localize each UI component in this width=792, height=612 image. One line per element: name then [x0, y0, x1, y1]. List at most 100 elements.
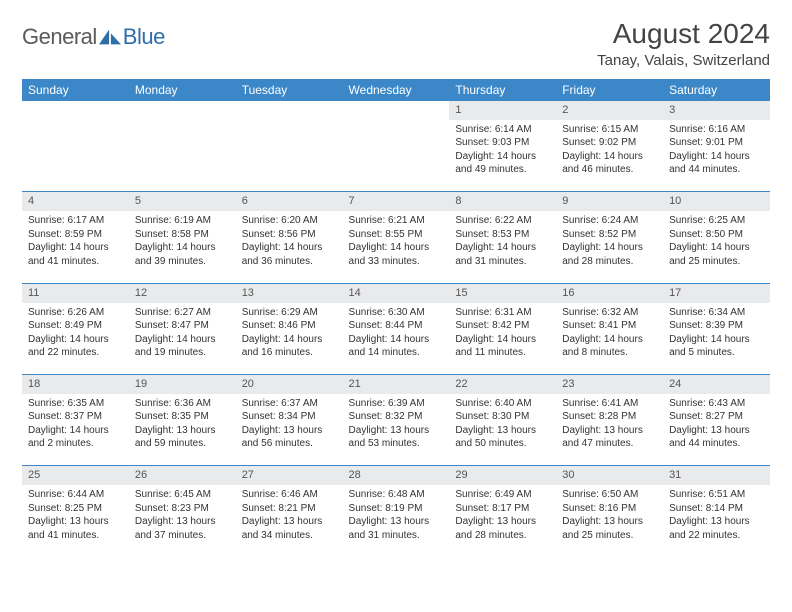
weekday-header: Thursday: [449, 79, 556, 101]
day-number: 18: [28, 378, 40, 390]
day-number-cell: [236, 101, 343, 120]
day-number-cell: 20: [236, 375, 343, 394]
day-number-row: 25262728293031: [22, 466, 770, 485]
sunset-text: Sunset: 8:34 PM: [242, 410, 337, 424]
sunset-text: Sunset: 8:28 PM: [562, 410, 657, 424]
day-number: 22: [455, 378, 467, 390]
location-label: Tanay, Valais, Switzerland: [597, 52, 770, 69]
day-number: 23: [562, 378, 574, 390]
sunrise-text: Sunrise: 6:48 AM: [349, 488, 444, 502]
sunset-text: Sunset: 8:55 PM: [349, 228, 444, 242]
day-number-cell: 21: [343, 375, 450, 394]
weekday-header: Sunday: [22, 79, 129, 101]
sunset-text: Sunset: 8:14 PM: [669, 502, 764, 516]
sunrise-text: Sunrise: 6:31 AM: [455, 306, 550, 320]
day-number-cell: 5: [129, 192, 236, 211]
sunset-text: Sunset: 8:44 PM: [349, 319, 444, 333]
day-number: 13: [242, 287, 254, 299]
sunset-text: Sunset: 8:37 PM: [28, 410, 123, 424]
sunset-text: Sunset: 8:17 PM: [455, 502, 550, 516]
day-number: 11: [28, 287, 39, 299]
sunrise-text: Sunrise: 6:44 AM: [28, 488, 123, 502]
sunrise-text: Sunrise: 6:51 AM: [669, 488, 764, 502]
sunset-text: Sunset: 8:42 PM: [455, 319, 550, 333]
sunrise-text: Sunrise: 6:45 AM: [135, 488, 230, 502]
daylight-text: Daylight: 14 hours and 39 minutes.: [135, 241, 230, 268]
day-detail-cell: Sunrise: 6:16 AMSunset: 9:01 PMDaylight:…: [663, 120, 770, 192]
day-detail-cell: Sunrise: 6:27 AMSunset: 8:47 PMDaylight:…: [129, 303, 236, 375]
day-number: 5: [135, 195, 141, 207]
day-detail-cell: Sunrise: 6:26 AMSunset: 8:49 PMDaylight:…: [22, 303, 129, 375]
day-number-cell: 15: [449, 283, 556, 302]
day-number: 4: [28, 195, 34, 207]
daylight-text: Daylight: 14 hours and 28 minutes.: [562, 241, 657, 268]
day-detail-row: Sunrise: 6:14 AMSunset: 9:03 PMDaylight:…: [22, 120, 770, 192]
sunrise-text: Sunrise: 6:36 AM: [135, 397, 230, 411]
daylight-text: Daylight: 13 hours and 44 minutes.: [669, 424, 764, 451]
daylight-text: Daylight: 14 hours and 36 minutes.: [242, 241, 337, 268]
day-number-cell: 9: [556, 192, 663, 211]
sunset-text: Sunset: 8:56 PM: [242, 228, 337, 242]
day-detail-cell: Sunrise: 6:45 AMSunset: 8:23 PMDaylight:…: [129, 485, 236, 557]
day-number-cell: [22, 101, 129, 120]
daylight-text: Daylight: 14 hours and 19 minutes.: [135, 333, 230, 360]
day-number-cell: 23: [556, 375, 663, 394]
day-number-cell: 12: [129, 283, 236, 302]
daylight-text: Daylight: 14 hours and 14 minutes.: [349, 333, 444, 360]
sunrise-text: Sunrise: 6:43 AM: [669, 397, 764, 411]
sunset-text: Sunset: 8:30 PM: [455, 410, 550, 424]
weekday-header: Wednesday: [343, 79, 450, 101]
sunrise-text: Sunrise: 6:14 AM: [455, 123, 550, 137]
day-detail-cell: [343, 120, 450, 192]
weekday-header-row: Sunday Monday Tuesday Wednesday Thursday…: [22, 79, 770, 101]
day-detail-cell: Sunrise: 6:44 AMSunset: 8:25 PMDaylight:…: [22, 485, 129, 557]
day-detail-cell: Sunrise: 6:25 AMSunset: 8:50 PMDaylight:…: [663, 211, 770, 283]
daylight-text: Daylight: 13 hours and 34 minutes.: [242, 515, 337, 542]
daylight-text: Daylight: 13 hours and 56 minutes.: [242, 424, 337, 451]
day-number-row: 45678910: [22, 192, 770, 211]
day-detail-cell: Sunrise: 6:51 AMSunset: 8:14 PMDaylight:…: [663, 485, 770, 557]
sunrise-text: Sunrise: 6:25 AM: [669, 214, 764, 228]
daylight-text: Daylight: 14 hours and 22 minutes.: [28, 333, 123, 360]
day-number-row: 11121314151617: [22, 283, 770, 302]
daylight-text: Daylight: 13 hours and 22 minutes.: [669, 515, 764, 542]
daylight-text: Daylight: 14 hours and 2 minutes.: [28, 424, 123, 451]
day-number: 9: [562, 195, 568, 207]
sunset-text: Sunset: 8:58 PM: [135, 228, 230, 242]
day-detail-row: Sunrise: 6:35 AMSunset: 8:37 PMDaylight:…: [22, 394, 770, 466]
weekday-header: Monday: [129, 79, 236, 101]
brand-logo: General Blue: [22, 18, 165, 50]
day-number: 21: [349, 378, 361, 390]
day-detail-cell: Sunrise: 6:30 AMSunset: 8:44 PMDaylight:…: [343, 303, 450, 375]
day-number-cell: 14: [343, 283, 450, 302]
day-number: 30: [562, 469, 574, 481]
day-detail-cell: Sunrise: 6:22 AMSunset: 8:53 PMDaylight:…: [449, 211, 556, 283]
sunset-text: Sunset: 8:39 PM: [669, 319, 764, 333]
sunset-text: Sunset: 8:53 PM: [455, 228, 550, 242]
day-number-cell: 24: [663, 375, 770, 394]
day-detail-cell: Sunrise: 6:46 AMSunset: 8:21 PMDaylight:…: [236, 485, 343, 557]
day-number-cell: 30: [556, 466, 663, 485]
day-detail-cell: Sunrise: 6:15 AMSunset: 9:02 PMDaylight:…: [556, 120, 663, 192]
sail-icon: [99, 29, 121, 45]
sunrise-text: Sunrise: 6:19 AM: [135, 214, 230, 228]
day-number: 10: [669, 195, 681, 207]
day-number-cell: [343, 101, 450, 120]
day-number-cell: 31: [663, 466, 770, 485]
day-number: 3: [669, 104, 675, 116]
daylight-text: Daylight: 13 hours and 53 minutes.: [349, 424, 444, 451]
day-number-cell: 8: [449, 192, 556, 211]
day-detail-cell: Sunrise: 6:19 AMSunset: 8:58 PMDaylight:…: [129, 211, 236, 283]
sunrise-text: Sunrise: 6:16 AM: [669, 123, 764, 137]
weekday-header: Saturday: [663, 79, 770, 101]
weekday-header: Tuesday: [236, 79, 343, 101]
weekday-header: Friday: [556, 79, 663, 101]
day-detail-cell: Sunrise: 6:34 AMSunset: 8:39 PMDaylight:…: [663, 303, 770, 375]
sunset-text: Sunset: 9:01 PM: [669, 136, 764, 150]
day-number-cell: 17: [663, 283, 770, 302]
day-detail-cell: Sunrise: 6:20 AMSunset: 8:56 PMDaylight:…: [236, 211, 343, 283]
sunrise-text: Sunrise: 6:34 AM: [669, 306, 764, 320]
sunrise-text: Sunrise: 6:49 AM: [455, 488, 550, 502]
daylight-text: Daylight: 14 hours and 11 minutes.: [455, 333, 550, 360]
daylight-text: Daylight: 13 hours and 28 minutes.: [455, 515, 550, 542]
